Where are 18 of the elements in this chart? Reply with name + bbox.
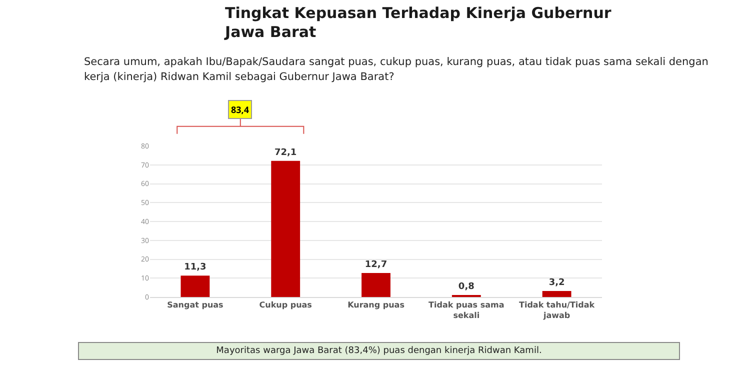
bar xyxy=(542,290,572,297)
text: Mayoritas warga Jawa Barat (83,4%) puas dengan kinerja Ridwan Kamil. xyxy=(78,342,680,360)
text: 83,4 xyxy=(231,103,250,116)
x-tick-label: Sangat puas xyxy=(167,300,224,310)
chart-subtitle: Secara umum, apakah Ibu/Bapak/Saudara sangat puas, cukup puas, kurang puas, atau tidak puas sama sekali dengan kerja (kinerja) Ridwan Kamil sebagai Gubernur Jawa Barat? xyxy=(84,55,710,85)
data-label: 3,2 xyxy=(548,278,565,288)
chart-title: Tingkat Kepuasan Terhadap Kinerja Gubernur Jawa Barat xyxy=(225,4,612,42)
data-label: 12,7 xyxy=(364,260,388,270)
x-tick-label: Tidak puas sama sekali xyxy=(428,300,504,320)
data-label: 11,3 xyxy=(184,262,206,273)
data-label: 0,8 xyxy=(458,282,474,292)
x-tick-label: Tidak tahu/Tidak jawab xyxy=(518,300,596,320)
data-label: 72,1 xyxy=(274,148,297,158)
x-tick-label: Cukup puas xyxy=(259,300,312,310)
bar xyxy=(180,276,210,297)
bar xyxy=(362,273,390,297)
bar xyxy=(271,160,300,297)
x-tick-label: Kurang puas xyxy=(348,300,405,310)
